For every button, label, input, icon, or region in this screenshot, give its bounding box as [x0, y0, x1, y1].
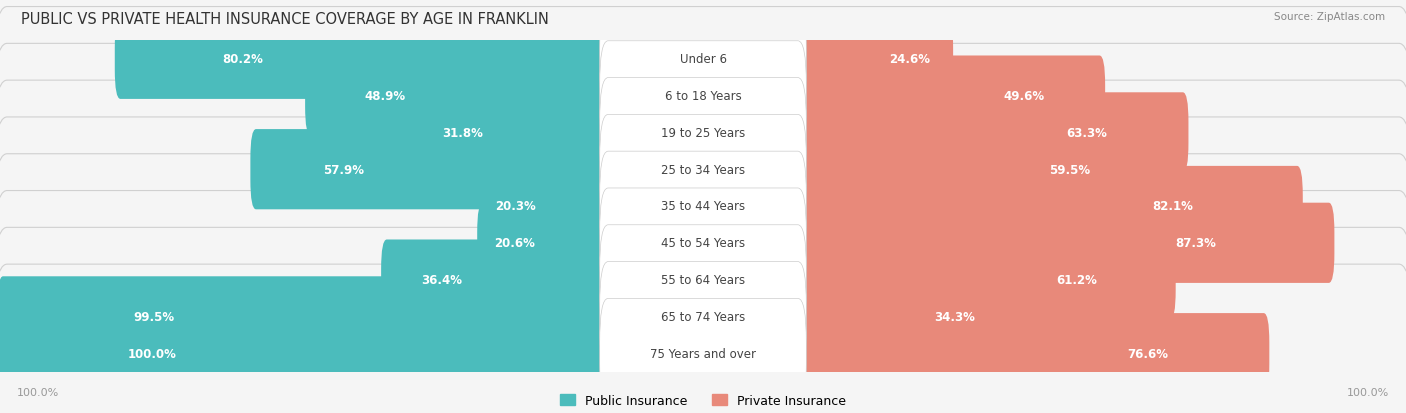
FancyBboxPatch shape: [0, 313, 614, 393]
FancyBboxPatch shape: [0, 154, 1406, 332]
Text: 100.0%: 100.0%: [128, 347, 177, 360]
FancyBboxPatch shape: [0, 191, 1406, 369]
FancyBboxPatch shape: [599, 225, 806, 335]
FancyBboxPatch shape: [0, 264, 1406, 413]
Text: 20.6%: 20.6%: [494, 237, 534, 250]
Text: 59.5%: 59.5%: [1049, 163, 1090, 176]
Text: 57.9%: 57.9%: [323, 163, 364, 176]
Text: 76.6%: 76.6%: [1126, 347, 1168, 360]
Text: 36.4%: 36.4%: [422, 273, 463, 286]
Text: 24.6%: 24.6%: [890, 53, 931, 66]
FancyBboxPatch shape: [381, 240, 614, 320]
FancyBboxPatch shape: [793, 240, 1175, 320]
FancyBboxPatch shape: [0, 118, 1406, 295]
Text: 100.0%: 100.0%: [17, 387, 59, 397]
FancyBboxPatch shape: [793, 313, 1270, 393]
FancyBboxPatch shape: [305, 56, 614, 136]
FancyBboxPatch shape: [250, 130, 614, 210]
Text: Source: ZipAtlas.com: Source: ZipAtlas.com: [1274, 12, 1385, 22]
Text: 65 to 74 Years: 65 to 74 Years: [661, 310, 745, 323]
Text: 87.3%: 87.3%: [1175, 237, 1216, 250]
Legend: Public Insurance, Private Insurance: Public Insurance, Private Insurance: [560, 394, 846, 407]
FancyBboxPatch shape: [0, 81, 1406, 259]
Text: 99.5%: 99.5%: [134, 310, 174, 323]
FancyBboxPatch shape: [793, 130, 1166, 210]
Text: PUBLIC VS PRIVATE HEALTH INSURANCE COVERAGE BY AGE IN FRANKLIN: PUBLIC VS PRIVATE HEALTH INSURANCE COVER…: [21, 12, 548, 27]
FancyBboxPatch shape: [115, 20, 614, 100]
FancyBboxPatch shape: [0, 277, 614, 357]
Text: 49.6%: 49.6%: [1004, 90, 1045, 103]
Text: 75 Years and over: 75 Years and over: [650, 347, 756, 360]
Text: Under 6: Under 6: [679, 53, 727, 66]
Text: 31.8%: 31.8%: [443, 127, 484, 140]
FancyBboxPatch shape: [599, 115, 806, 225]
FancyBboxPatch shape: [793, 93, 1188, 173]
Text: 55 to 64 Years: 55 to 64 Years: [661, 273, 745, 286]
FancyBboxPatch shape: [0, 0, 1406, 149]
FancyBboxPatch shape: [599, 152, 806, 261]
FancyBboxPatch shape: [599, 5, 806, 114]
Text: 25 to 34 Years: 25 to 34 Years: [661, 163, 745, 176]
FancyBboxPatch shape: [793, 56, 1105, 136]
Text: 35 to 44 Years: 35 to 44 Years: [661, 200, 745, 213]
FancyBboxPatch shape: [599, 42, 806, 151]
Text: 48.9%: 48.9%: [364, 90, 406, 103]
Text: 34.3%: 34.3%: [934, 310, 974, 323]
FancyBboxPatch shape: [599, 262, 806, 371]
FancyBboxPatch shape: [599, 78, 806, 188]
Text: 82.1%: 82.1%: [1152, 200, 1192, 213]
FancyBboxPatch shape: [599, 299, 806, 408]
FancyBboxPatch shape: [793, 277, 1012, 357]
FancyBboxPatch shape: [793, 203, 1334, 283]
FancyBboxPatch shape: [0, 7, 1406, 185]
FancyBboxPatch shape: [793, 20, 953, 100]
Text: 45 to 54 Years: 45 to 54 Years: [661, 237, 745, 250]
FancyBboxPatch shape: [599, 188, 806, 298]
FancyBboxPatch shape: [0, 228, 1406, 406]
Text: 61.2%: 61.2%: [1056, 273, 1098, 286]
Text: 63.3%: 63.3%: [1066, 127, 1107, 140]
FancyBboxPatch shape: [479, 166, 614, 247]
Text: 20.3%: 20.3%: [495, 200, 536, 213]
Text: 100.0%: 100.0%: [1347, 387, 1389, 397]
FancyBboxPatch shape: [0, 44, 1406, 222]
FancyBboxPatch shape: [793, 166, 1303, 247]
FancyBboxPatch shape: [477, 203, 614, 283]
FancyBboxPatch shape: [409, 93, 614, 173]
Text: 80.2%: 80.2%: [222, 53, 263, 66]
Text: 6 to 18 Years: 6 to 18 Years: [665, 90, 741, 103]
Text: 19 to 25 Years: 19 to 25 Years: [661, 127, 745, 140]
